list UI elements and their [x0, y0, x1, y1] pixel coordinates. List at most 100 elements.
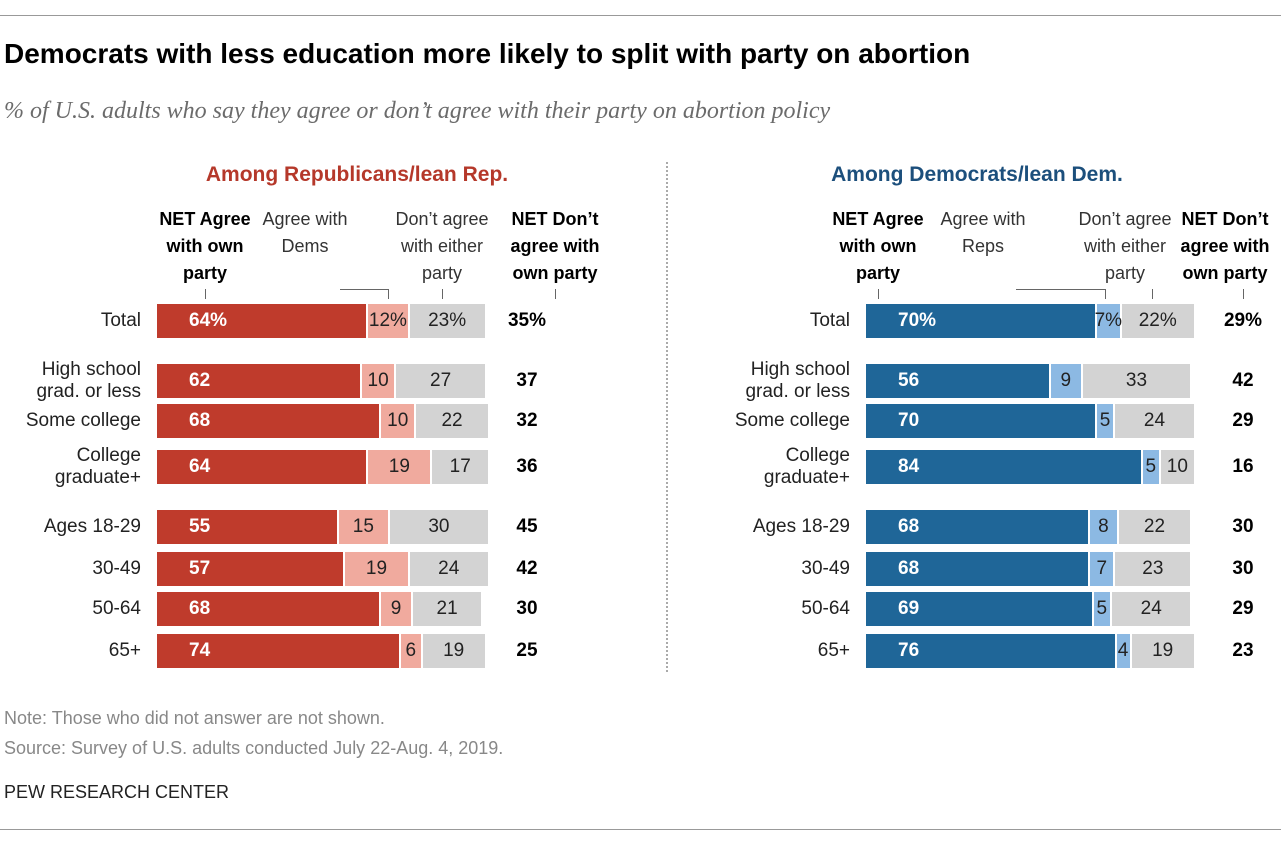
legend-tick: [205, 289, 206, 299]
value-label: 7%: [1094, 310, 1123, 331]
value-label: 10: [367, 370, 389, 391]
legend-entry: NET Agree with own party: [159, 209, 251, 283]
legend-tick: [388, 289, 389, 299]
legend-entry: NET Agree with own party: [832, 209, 924, 283]
legend-tick: [1152, 289, 1153, 299]
legend-tick: [1016, 289, 1105, 290]
category-label: College graduate+: [763, 445, 850, 488]
value-label: 19: [365, 558, 388, 579]
bar-segment: [866, 304, 1095, 338]
bar-segment: [400, 634, 421, 668]
bar-segment: [412, 592, 482, 626]
net-label: 37: [516, 370, 538, 391]
bar-segment: [1096, 404, 1114, 438]
bar-segment: [409, 304, 485, 338]
category-label: Some college: [25, 410, 141, 431]
category-label: 65+: [817, 640, 850, 661]
bar-segment: [1082, 364, 1191, 398]
value-label: 21: [436, 598, 458, 619]
category-label: 50-64: [92, 598, 141, 619]
value-label: 23%: [428, 310, 467, 331]
net-label: 23: [1232, 640, 1254, 661]
value-label: 10: [387, 410, 409, 431]
bar-segment: [157, 450, 367, 484]
net-label: 30: [1232, 558, 1254, 579]
legend-tick: [1243, 289, 1244, 299]
legend-tick: [1105, 289, 1106, 299]
legend-entry: NET Don’t agree with own party: [510, 209, 600, 283]
value-label: 19: [443, 640, 465, 661]
bar-segment: [338, 510, 388, 544]
category-label: 50-64: [801, 598, 850, 619]
bar-segment: [345, 552, 408, 586]
value-label: 12%: [368, 310, 407, 331]
net-label: 29: [1232, 410, 1254, 431]
category-label: 30-49: [801, 558, 850, 579]
net-label: 45: [516, 516, 538, 537]
value-label: 68: [189, 410, 211, 431]
value-label: 56: [898, 370, 920, 391]
bar-segment: [866, 634, 1115, 668]
value-label: 19: [1152, 640, 1174, 661]
value-label: 76: [898, 640, 920, 661]
brand: PEW RESEARCH CENTER: [4, 782, 230, 802]
value-label: 69: [898, 598, 920, 619]
bar-segment: [1131, 634, 1194, 668]
bar-segment: [866, 450, 1141, 484]
bar-segment: [866, 552, 1089, 586]
bar-segment: [1115, 552, 1191, 586]
value-label: 15: [352, 516, 374, 537]
value-label: 5: [1099, 410, 1111, 431]
net-label: 25: [516, 640, 538, 661]
title: Democrats with less education more likel…: [4, 38, 971, 69]
net-label: 42: [516, 558, 538, 579]
category-label: High school grad. or less: [36, 359, 141, 402]
net-label: 32: [516, 410, 538, 431]
legend-entry: Agree with Reps: [940, 209, 1026, 256]
value-label: 23: [1142, 558, 1164, 579]
panel-title: Among Democrats/lean Dem.: [831, 163, 1123, 186]
note: Note: Those who did not answer are not s…: [4, 708, 385, 728]
bottom-rule: [0, 829, 1281, 830]
legend-entry: NET Don’t agree with own party: [1180, 209, 1270, 283]
bar-segment: [368, 450, 431, 484]
value-label: 68: [189, 598, 211, 619]
value-label: 9: [390, 598, 402, 619]
value-label: 64%: [189, 310, 228, 331]
category-label: 30-49: [92, 558, 141, 579]
value-label: 6: [405, 640, 417, 661]
bar-segment: [368, 304, 408, 338]
value-label: 55: [189, 516, 211, 537]
divider: [666, 162, 668, 672]
source: Source: Survey of U.S. adults conducted …: [4, 738, 504, 758]
value-label: 33: [1125, 370, 1148, 391]
bar-segment: [396, 364, 485, 398]
value-label: 22: [441, 410, 463, 431]
value-label: 8: [1098, 516, 1109, 537]
value-label: 24: [438, 558, 460, 579]
value-label: 24: [1143, 410, 1166, 431]
legend-tick: [340, 289, 388, 290]
value-label: 64: [189, 456, 211, 477]
value-label: 70%: [898, 310, 937, 331]
legend-tick: [878, 289, 879, 299]
bar-segment: [866, 364, 1050, 398]
bar-segment: [1118, 510, 1191, 544]
net-label: 30: [516, 598, 538, 619]
bar-segment: [416, 404, 488, 438]
net-label: 29%: [1223, 310, 1263, 331]
bar-segment: [157, 634, 399, 668]
net-label: 16: [1232, 456, 1254, 477]
bar-segment: [1111, 592, 1191, 626]
bar-segment: [1093, 592, 1110, 626]
legend-entry: Don’t agree with either party: [1078, 209, 1172, 283]
legend-entry: Don’t agree with either party: [395, 209, 489, 283]
bar-segment: [409, 552, 488, 586]
value-label: 24: [1140, 598, 1162, 619]
value-label: 17: [449, 456, 471, 477]
category-label: Ages 18-29: [752, 516, 850, 537]
value-label: 84: [898, 456, 920, 477]
value-label: 74: [189, 640, 211, 661]
bar-segment: [1115, 404, 1194, 438]
net-label: 42: [1232, 370, 1254, 391]
